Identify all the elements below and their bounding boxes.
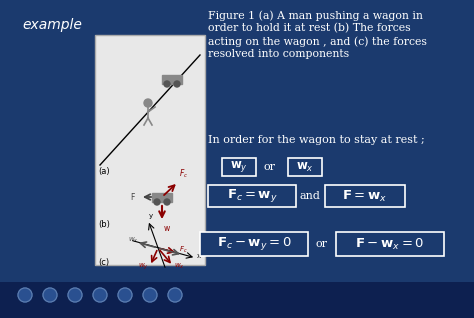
Text: $\mathbf{F} = \mathbf{w}_{x}$: $\mathbf{F} = \mathbf{w}_{x}$ (342, 189, 388, 204)
Bar (0, 282, 474, 318)
Circle shape (164, 81, 170, 87)
Circle shape (164, 199, 170, 205)
Bar (288, 158, 322, 176)
Circle shape (18, 288, 32, 302)
Circle shape (168, 288, 182, 302)
Bar (208, 185, 296, 207)
Circle shape (154, 199, 160, 205)
Bar (222, 158, 256, 176)
Text: (c): (c) (98, 258, 109, 267)
Text: (b): (b) (98, 220, 110, 229)
Bar (200, 232, 308, 256)
Circle shape (68, 288, 82, 302)
Text: Figure 1 (a) A man pushing a wagon in: Figure 1 (a) A man pushing a wagon in (208, 10, 423, 21)
Text: example: example (22, 18, 82, 32)
Bar (162, 75, 182, 84)
Text: $w_x$: $w_x$ (128, 236, 139, 245)
Text: x: x (197, 253, 201, 259)
Text: or: or (316, 239, 328, 249)
Text: (a): (a) (98, 167, 109, 176)
Text: $w_x$: $w_x$ (174, 262, 185, 271)
Bar (325, 185, 405, 207)
Text: y: y (149, 213, 153, 219)
Text: acting on the wagon , and (c) the forces: acting on the wagon , and (c) the forces (208, 36, 427, 46)
Text: $F_c$: $F_c$ (179, 245, 188, 255)
Text: and: and (300, 191, 320, 201)
Text: $\mathbf{F} - \mathbf{w}_{x} = 0$: $\mathbf{F} - \mathbf{w}_{x} = 0$ (356, 237, 425, 252)
Bar (336, 232, 444, 256)
Text: $w_y$: $w_y$ (138, 262, 149, 272)
Text: $\mathbf{F}_{c} = \mathbf{w}_{y}$: $\mathbf{F}_{c} = \mathbf{w}_{y}$ (227, 188, 277, 204)
Text: $F_c$: $F_c$ (179, 168, 188, 180)
Bar (95, 35, 205, 265)
Text: $\mathbf{w}_{x}$: $\mathbf{w}_{x}$ (296, 161, 314, 174)
Circle shape (143, 288, 157, 302)
Circle shape (93, 288, 107, 302)
Circle shape (144, 99, 152, 107)
Circle shape (118, 288, 132, 302)
Text: w: w (164, 224, 170, 233)
Text: $\mathbf{w}_{y}$: $\mathbf{w}_{y}$ (230, 160, 248, 175)
Circle shape (174, 81, 180, 87)
Text: resolved into components: resolved into components (208, 49, 349, 59)
Text: $\mathbf{F}_{c} - \mathbf{w}_{y} = 0$: $\mathbf{F}_{c} - \mathbf{w}_{y} = 0$ (217, 236, 292, 252)
Text: F: F (130, 192, 134, 202)
Text: or: or (264, 162, 276, 172)
Text: order to hold it at rest (b) The forces: order to hold it at rest (b) The forces (208, 23, 410, 33)
Text: In order for the wagon to stay at rest ;: In order for the wagon to stay at rest ; (208, 135, 425, 145)
Bar (152, 193, 172, 202)
Circle shape (43, 288, 57, 302)
